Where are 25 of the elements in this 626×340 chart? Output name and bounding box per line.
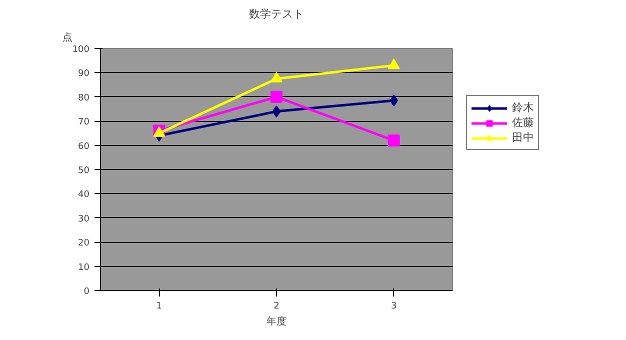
y-tick-label: 40 <box>78 190 90 200</box>
point <box>270 72 282 82</box>
x-tick-label: 2 <box>274 302 280 312</box>
x-tick-label: 3 <box>390 302 397 312</box>
y-tick-label: 90 <box>78 69 90 80</box>
point <box>270 90 282 103</box>
legend-label: 佐藤 <box>512 115 534 130</box>
y-tick-label: 50 <box>78 166 90 176</box>
legend-label: 田中 <box>512 130 534 145</box>
y-axis-title: 点 <box>62 32 72 44</box>
y-tick-label: 100 <box>72 45 90 55</box>
y-tick-label: 0 <box>84 287 90 297</box>
y-tick-label: 20 <box>78 238 90 249</box>
y-tick-label: 30 <box>78 214 90 224</box>
y-tick-label: 10 <box>78 262 90 273</box>
point <box>388 134 400 146</box>
y-tick-label: 70 <box>78 118 90 128</box>
x-tick-label: 1 <box>156 302 162 312</box>
chart-title: 数学テスト <box>249 8 304 20</box>
y-tick-label: 60 <box>78 142 90 152</box>
x-axis-title: 年度 <box>266 316 286 328</box>
point <box>388 58 400 70</box>
y-tick-label: 80 <box>78 93 90 104</box>
point <box>272 105 281 118</box>
legend-label: 鈴木 <box>512 100 534 115</box>
